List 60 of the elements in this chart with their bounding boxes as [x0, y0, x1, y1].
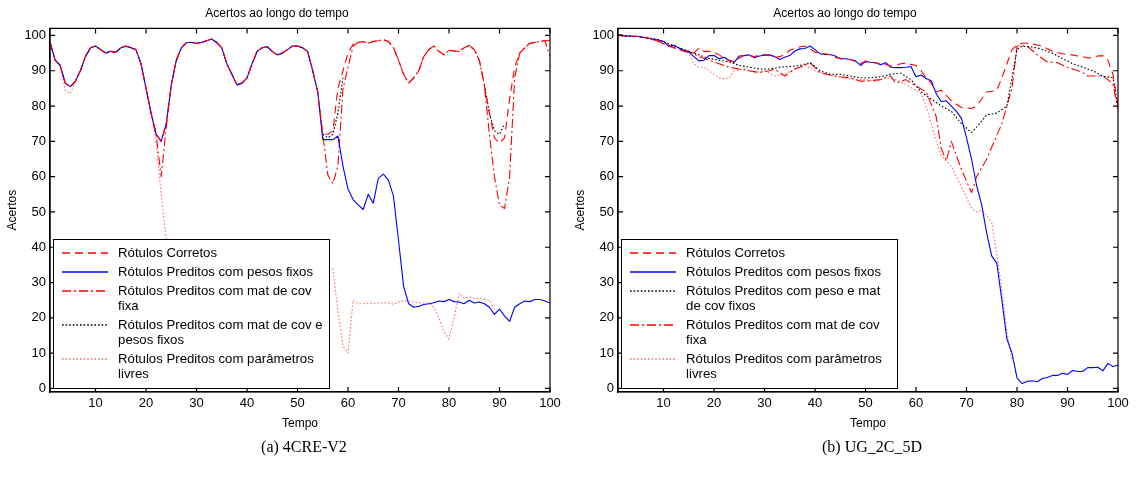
x-tick-label: 40	[807, 395, 823, 411]
legend-label: Rótulos Corretos	[118, 245, 219, 260]
x-tick-label: 80	[441, 395, 457, 411]
x-tick-label: 10	[88, 395, 103, 411]
x-axis-title: Tempo	[850, 416, 887, 431]
chart-title: Acertos ao longo do tempo	[773, 5, 918, 20]
x-tick-label: 70	[959, 395, 974, 411]
y-tick-label: 20	[599, 309, 615, 325]
x-tick-label: 100	[539, 395, 561, 411]
x-tick-label: 80	[1009, 395, 1025, 411]
x-tick-label: 60	[908, 395, 924, 411]
y-axis-title: Acertos	[572, 189, 587, 231]
legend-label: Rótulos Preditos com parâmetros livres	[686, 351, 883, 381]
y-tick-label: 20	[31, 309, 47, 325]
y-tick-label: 90	[599, 62, 615, 78]
y-tick-label: 80	[31, 97, 47, 113]
y-tick-label: 60	[599, 168, 615, 184]
x-tick-label: 30	[757, 395, 772, 411]
y-tick-label: 10	[31, 344, 47, 360]
y-tick-label: 60	[31, 168, 47, 184]
legend-label: Rótulos Corretos	[686, 245, 787, 260]
y-tick-label: 100	[592, 27, 615, 43]
y-tick-label: 50	[31, 203, 47, 219]
x-tick-label: 30	[189, 395, 204, 411]
y-axis-title: Acertos	[4, 189, 19, 231]
legend-label: Rótulos Preditos com peso e mat de cov fixos	[686, 283, 882, 313]
y-tick-label: 80	[599, 97, 615, 113]
chart-title: Acertos ao longo do tempo	[205, 5, 350, 20]
x-tick-label: 50	[290, 395, 305, 411]
text: (a) 4CRE-V2	[260, 438, 348, 456]
x-tick-label: 60	[340, 395, 356, 411]
x-tick-label: 90	[1060, 395, 1075, 411]
y-tick-label: 0	[38, 380, 47, 396]
y-tick-label: 40	[31, 238, 47, 254]
y-tick-label: 30	[31, 274, 47, 290]
legend-label: Rótulos Preditos com parâmetros livres	[118, 351, 315, 381]
y-tick-label: 70	[599, 132, 615, 148]
x-tick-label: 100	[1107, 395, 1129, 411]
x-tick-label: 20	[138, 395, 154, 411]
legend-label: Rótulos Preditos com mat de cov fixa	[686, 317, 881, 347]
x-tick-label: 40	[239, 395, 255, 411]
legend-label: Rótulos Preditos com mat de cov e pesos fixos	[118, 317, 324, 347]
y-tick-label: 90	[31, 62, 47, 78]
y-tick-label: 40	[599, 238, 615, 254]
y-tick-label: 0	[606, 380, 615, 396]
y-tick-label: 100	[24, 27, 47, 43]
y-tick-label: 10	[599, 344, 615, 360]
x-axis-title: Tempo	[282, 416, 319, 431]
legend-label: Rótulos Preditos com mat de cov fixa	[118, 283, 313, 313]
y-tick-label: 70	[31, 132, 47, 148]
y-tick-label: 30	[599, 274, 615, 290]
legend-label: Rótulos Preditos com pesos fixos	[118, 264, 315, 279]
text: (b) UG_2C_5D	[821, 438, 923, 456]
x-tick-label: 20	[706, 395, 722, 411]
legend-label: Rótulos Preditos com pesos fixos	[686, 264, 883, 279]
x-tick-label: 70	[391, 395, 406, 411]
x-tick-label: 10	[656, 395, 671, 411]
y-tick-label: 50	[599, 203, 615, 219]
x-tick-label: 50	[858, 395, 873, 411]
x-tick-label: 90	[492, 395, 507, 411]
